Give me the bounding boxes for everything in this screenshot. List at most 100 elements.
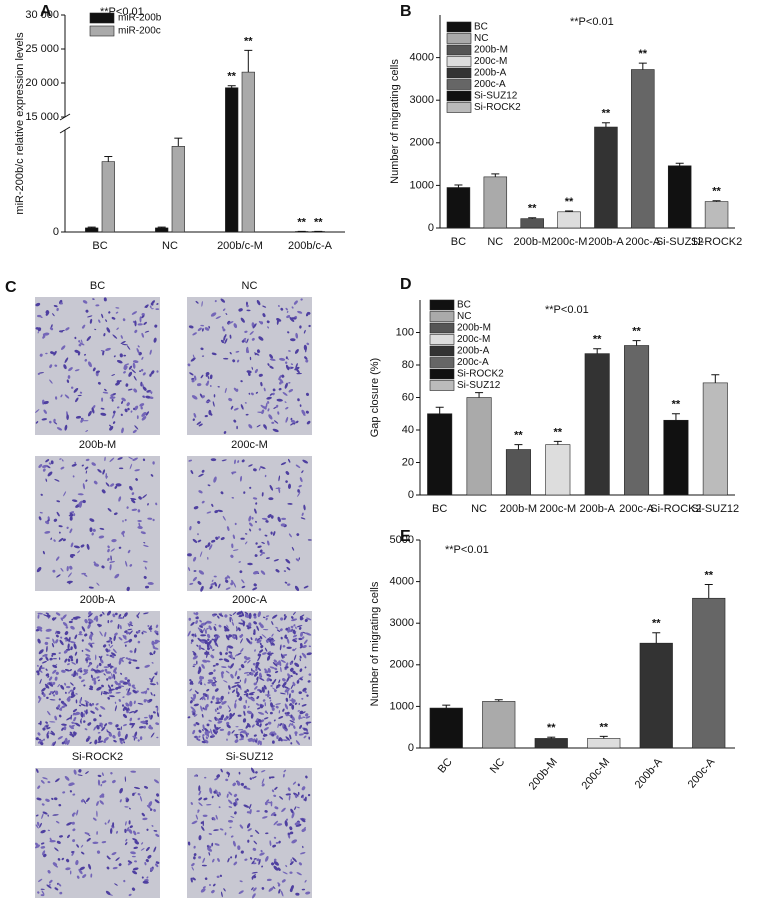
cell [252,887,257,892]
cell [55,634,59,638]
cell [209,585,213,590]
cell [259,704,264,709]
cell [70,714,72,720]
cell [133,830,137,836]
cell [297,791,300,796]
cell [100,412,107,416]
cell [283,686,289,689]
cell [291,812,295,819]
cell [58,803,62,807]
cell [45,352,48,355]
cell [225,778,229,782]
cell [143,575,147,579]
cell [106,866,110,870]
cell [155,624,159,629]
cell [122,520,124,523]
cell [112,780,116,784]
cell [304,690,307,694]
cell [228,709,231,712]
cell [260,624,264,629]
cell [107,557,110,561]
cell [290,723,294,726]
cell [140,368,144,372]
cell [149,629,152,633]
cell [122,615,125,619]
cell [144,664,150,668]
cell [201,355,205,357]
cell [288,533,292,538]
cell [141,411,147,417]
cell [224,627,230,632]
cell [200,347,204,351]
cell [232,840,236,847]
x-tick-label: 200c-A [686,756,718,791]
cell [272,388,276,392]
cell [89,741,92,744]
cell [228,791,233,796]
cell [114,632,118,636]
cell [221,326,224,329]
cell [207,681,212,684]
legend-label: 200b-A [474,68,507,79]
cell [220,699,223,703]
bar [534,738,568,749]
legend-swatch [446,21,472,33]
cell [109,564,112,571]
cell [51,652,57,656]
cell [102,391,109,394]
cell [218,583,221,589]
cell [195,722,200,726]
cell [234,811,237,815]
cell [149,349,152,355]
cell [153,779,160,784]
cell [190,357,196,362]
cell [129,825,133,829]
cell [133,634,138,638]
cell [128,893,132,897]
cell [111,398,114,402]
cell [115,691,121,694]
cell [60,567,64,572]
cell [143,699,147,703]
cell [308,645,311,648]
cell [208,833,212,835]
cell [148,714,151,719]
cell [101,565,105,569]
cell [109,828,113,834]
cell [35,737,39,741]
cell [139,726,144,729]
cell [96,676,100,679]
cell [220,491,224,495]
cell [259,740,262,746]
y-tick-label: 0 [53,226,59,238]
cell [305,392,310,396]
bar [101,161,115,233]
cell [209,787,213,794]
cell [35,421,39,424]
cell [283,726,288,730]
cell [74,369,80,372]
cell [220,537,225,541]
cell [137,702,144,705]
cell [192,712,196,716]
cell [268,887,274,892]
cell [87,315,93,318]
cell [235,350,240,353]
cell [53,539,56,542]
cell [128,711,135,714]
cell [236,611,243,615]
cell [298,733,304,736]
cell [192,729,196,735]
cell [197,668,201,675]
cell [280,523,286,527]
cell [281,374,285,378]
legend-swatch [89,12,115,24]
cell [284,382,288,389]
cell [212,858,215,863]
cell [39,822,42,828]
cell [52,569,56,573]
cell [61,741,65,745]
cell [94,328,97,331]
cell [270,702,274,708]
cell [187,363,191,367]
